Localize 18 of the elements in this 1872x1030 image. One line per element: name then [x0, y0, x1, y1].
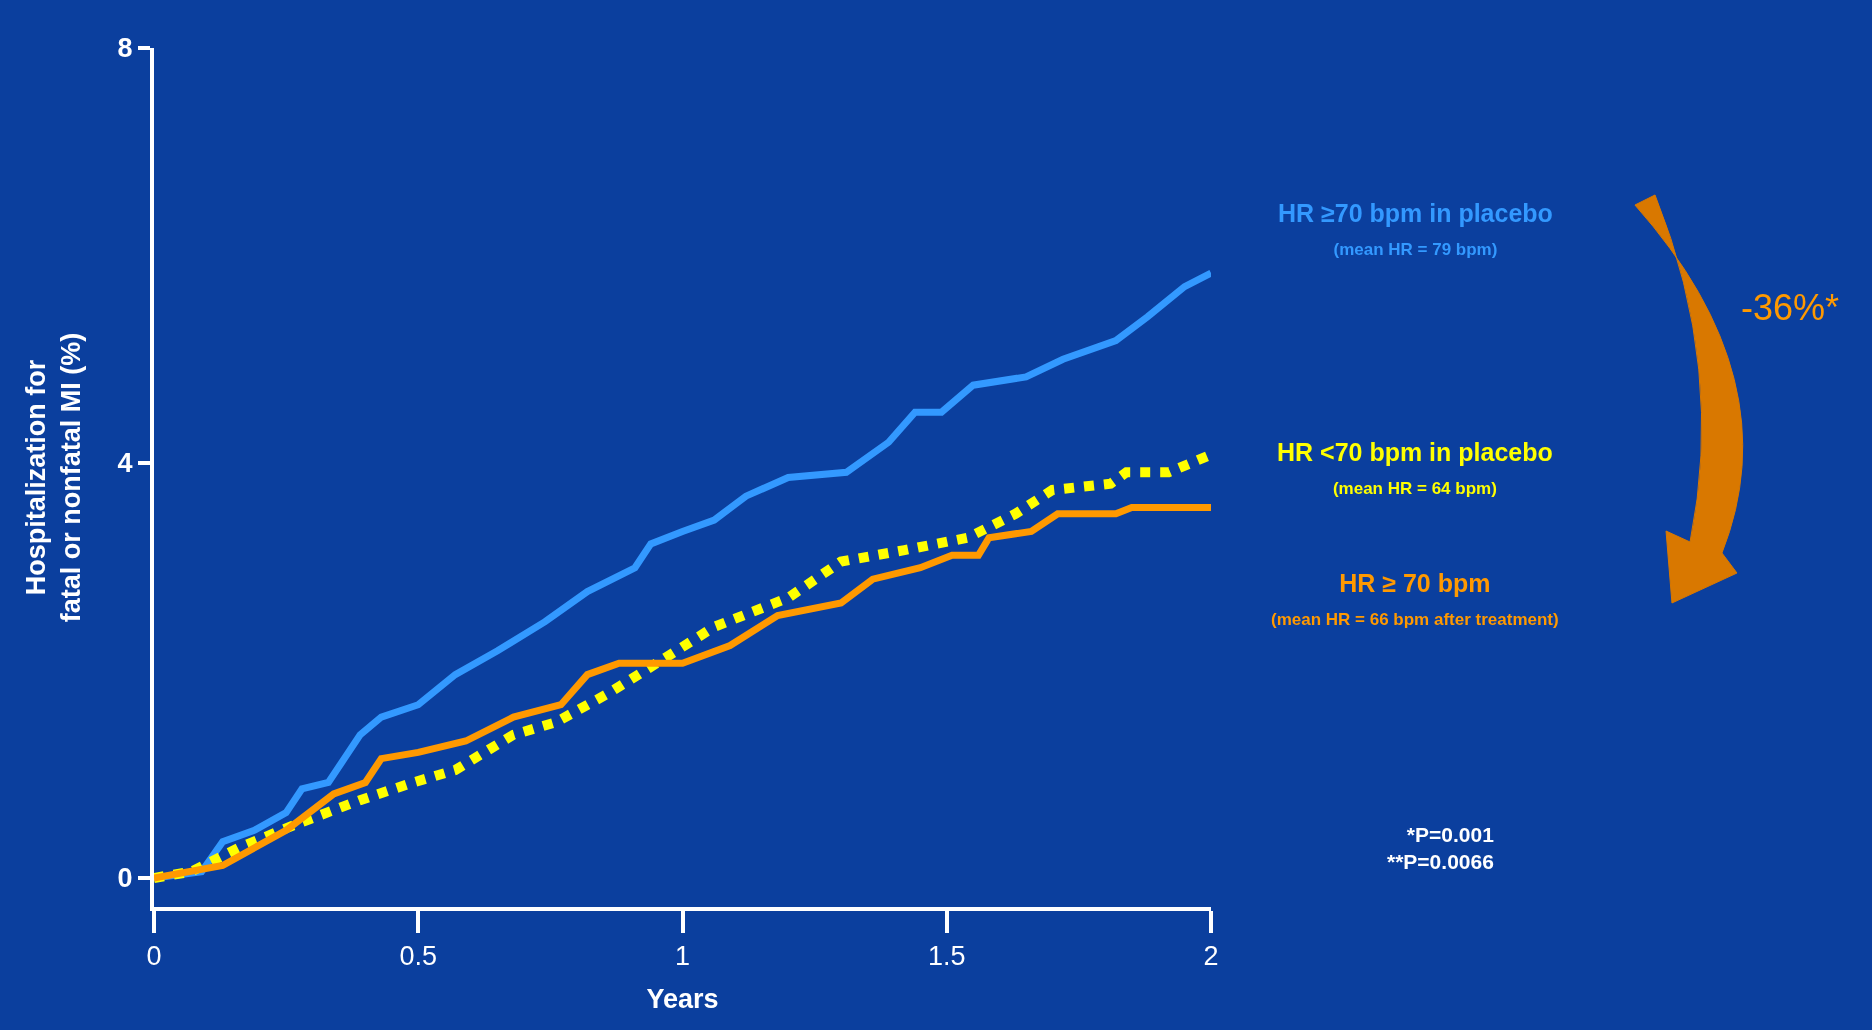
x-tick-label: 1	[674, 941, 691, 972]
text: HR ≥70 bpm in placebo	[1278, 199, 1553, 227]
x-tick-label: 2	[1203, 941, 1219, 972]
text: HR ≥ 70 bpm	[1339, 569, 1491, 597]
x-tick-label: 0	[146, 941, 162, 972]
x-tick-label: 0.5	[399, 941, 438, 972]
text: -36%*	[1741, 287, 1840, 328]
text: HR <70 bpm in placebo	[1277, 438, 1553, 466]
x-axis-title: Years	[646, 984, 719, 1015]
x-tick-label: 1.5	[927, 941, 966, 972]
y-tick-label: 8	[117, 33, 133, 64]
y-tick-label: 4	[117, 448, 133, 479]
text: (mean HR = 79 bpm)	[1333, 239, 1498, 259]
y-tick-label: 0	[117, 863, 133, 894]
text: *P=0.001 **P=0.0066	[1387, 823, 1495, 874]
text: (mean HR = 64 bpm)	[1332, 478, 1497, 498]
text: (mean HR = 66 bpm after treatment)	[1271, 609, 1559, 629]
y-axis-title: Hospitalization for fatal or nonfatal MI (%)	[21, 332, 87, 623]
